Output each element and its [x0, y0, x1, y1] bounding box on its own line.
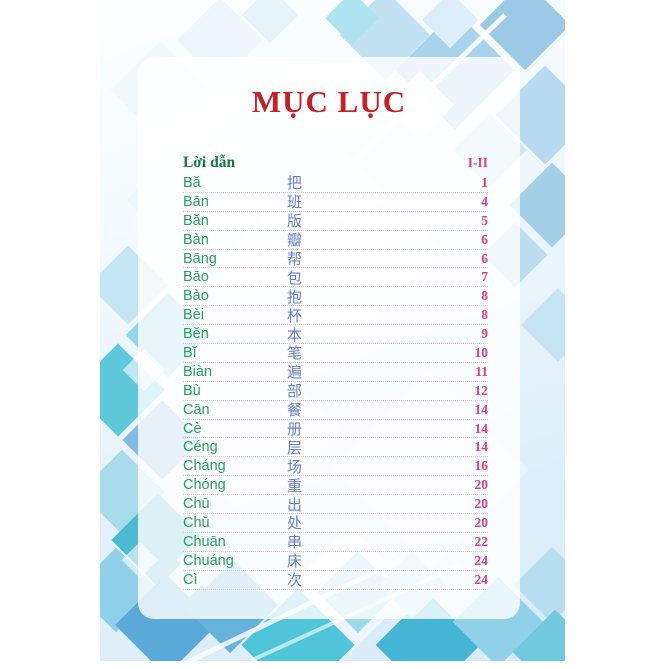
toc-row: Bă 把 1: [183, 174, 488, 193]
toc-header-pages: I-II: [467, 155, 488, 170]
toc-entry-page: 10: [474, 344, 489, 360]
toc-entry-page: 14: [474, 401, 489, 417]
toc-row: Chŭ 处 20: [183, 514, 488, 533]
toc-entry-hanzi: 把: [287, 176, 303, 193]
toc-entry-page: 8: [481, 307, 488, 323]
toc-entry-hanzi: 串: [287, 535, 303, 552]
toc-entry-pinyin: Cì: [183, 571, 198, 588]
toc-row: Bù 部 12: [183, 382, 488, 401]
toc-entry-page: 1: [481, 174, 488, 190]
toc-entry-page: 6: [481, 250, 488, 266]
toc-entry-hanzi: 餐: [287, 403, 303, 420]
toc-row: Cì 次 24: [183, 571, 488, 590]
toc-row: Céng 层 14: [183, 438, 489, 458]
toc-row: Bāo 包 7: [183, 268, 488, 288]
toc-row: Băn 版 5: [183, 212, 488, 231]
toc-entry-pinyin: Bĭ: [183, 344, 197, 361]
toc-row: Bĕn 本 9: [183, 325, 488, 345]
toc-entry-pinyin: Cè: [183, 420, 202, 437]
toc-entry-page: 11: [475, 363, 488, 379]
toc-entry-hanzi: 帮: [287, 252, 303, 269]
toc-entry-pinyin: Bāng: [183, 250, 217, 267]
toc-entry-page: 24: [474, 552, 489, 568]
toc-entry-pinyin: Băn: [183, 212, 209, 229]
toc-entry-pinyin: Chóng: [183, 477, 226, 494]
toc-entry-pinyin: Chū: [183, 496, 210, 513]
toc-row: Bāng 帮 6: [183, 250, 488, 269]
toc-entry-pinyin: Biàn: [183, 363, 213, 380]
toc-entry-pinyin: Bāo: [183, 269, 209, 286]
toc-row: Bào 抱 8: [183, 287, 488, 307]
toc-entry-hanzi: 部: [287, 384, 303, 401]
toc-entry-page: 5: [481, 212, 488, 228]
toc-entry-hanzi: 次: [287, 573, 303, 590]
toc-entry-page: 14: [474, 439, 489, 455]
toc-entry-hanzi: 遍: [287, 365, 303, 382]
toc-row: Biàn 遍 11: [183, 363, 488, 382]
toc-row: Cháng 场 16: [183, 457, 489, 477]
toc-entry-pinyin: Chuān: [183, 533, 226, 550]
toc-row: Chū 出 20: [183, 495, 489, 515]
toc-row: Bèi 杯 8: [183, 306, 488, 326]
toc-entry-pinyin: Bèi: [183, 307, 204, 324]
toc-row: Bĭ 笔 10: [183, 344, 488, 363]
toc-entry-page: 12: [474, 382, 489, 398]
toc-entry-hanzi: 场: [287, 459, 303, 476]
toc-entry-hanzi: 笔: [287, 346, 303, 363]
toc-entry-hanzi: 班: [287, 195, 303, 212]
toc-entry-page: 20: [474, 496, 489, 512]
toc-row: Cè 册 14: [183, 420, 488, 439]
toc-entry-hanzi: 册: [287, 422, 303, 439]
toc-entry-pinyin: Bān: [183, 193, 209, 210]
toc-entry-pinyin: Bă: [183, 174, 201, 191]
toc-entry-page: 16: [474, 458, 489, 474]
toc-row: Chuān 串 22: [183, 533, 488, 552]
toc-row: Chóng 重 20: [183, 476, 489, 496]
toc-entry-hanzi: 杯: [287, 308, 303, 325]
toc-entry-hanzi: 瓣: [287, 233, 303, 250]
toc-entry-hanzi: 床: [287, 554, 303, 571]
toc-entry-page: 14: [474, 420, 489, 436]
toc-entry-hanzi: 处: [287, 516, 303, 533]
toc-entry-hanzi: 抱: [287, 289, 303, 306]
toc-entry-hanzi: 出: [287, 497, 303, 514]
toc-entry-hanzi: 层: [287, 440, 303, 457]
toc-header-label: Lời dẫn: [183, 154, 236, 171]
toc-entry-pinyin: Céng: [183, 439, 218, 456]
toc-header-row: Lời dẫn I-II: [183, 153, 488, 173]
toc-entry-hanzi: 本: [287, 327, 303, 344]
toc-entry-page: 20: [474, 477, 489, 493]
toc-entry-hanzi: 包: [287, 270, 303, 287]
toc-entry-page: 20: [474, 514, 489, 530]
toc-entry-pinyin: Bù: [183, 382, 201, 399]
toc-entry-page: 4: [481, 193, 488, 209]
toc-entry-page: 6: [481, 231, 488, 247]
toc-entry-page: 9: [481, 326, 488, 342]
toc-entry-pinyin: Bào: [183, 288, 209, 305]
toc-entry-pinyin: Bĕn: [183, 326, 209, 343]
toc-row: Chuáng 床 24: [183, 552, 488, 571]
toc-row: Bàn 瓣 6: [183, 231, 488, 250]
toc-list: Lời dẫn I-II Bă 把 1 Bān 班 4 Băn 版 5 Bàn 瓣 6 Bāng 帮 6 Bā…: [183, 153, 488, 590]
toc-card: MỤC LỤC Lời dẫn I-II Bă 把 1 Bān 班 4 Băn 版 5 Bàn 瓣 6…: [138, 57, 520, 619]
toc-entry-pinyin: Bàn: [183, 231, 209, 248]
toc-rows: Bă 把 1 Bān 班 4 Băn 版 5 Bàn 瓣 6 Bāng 帮 6 Bāo 包 7 Bào 抱 8 Bèi 杯 8…: [183, 174, 488, 590]
toc-entry-hanzi: 重: [287, 478, 303, 495]
book-page-photo: MỤC LỤC Lời dẫn I-II Bă 把 1 Bān 班 4 Băn 版 5 Bàn 瓣 6…: [100, 0, 565, 661]
toc-entry-page: 24: [474, 571, 489, 587]
toc-entry-page: 7: [481, 269, 488, 285]
toc-entry-pinyin: Cān: [183, 401, 210, 418]
toc-entry-page: 8: [481, 288, 488, 304]
page-title: MỤC LỤC: [251, 84, 407, 119]
toc-entry-hanzi: 版: [287, 214, 303, 231]
toc-entry-page: 22: [474, 533, 489, 549]
toc-row: Bān 班 4: [183, 193, 488, 212]
toc-entry-pinyin: Chuáng: [183, 552, 234, 569]
toc-entry-pinyin: Chŭ: [183, 514, 210, 531]
toc-entry-pinyin: Cháng: [183, 458, 226, 475]
toc-row: Cān 餐 14: [183, 401, 488, 420]
